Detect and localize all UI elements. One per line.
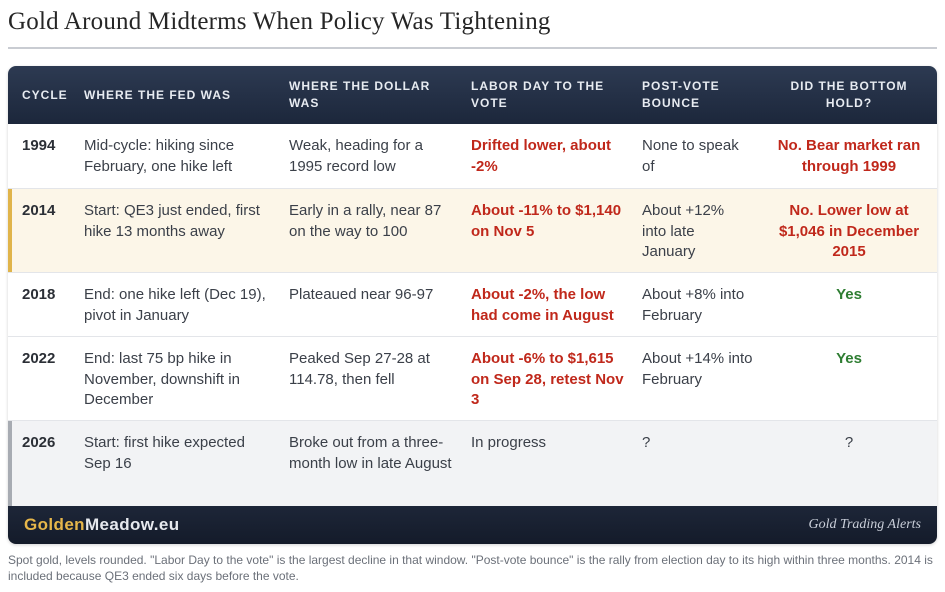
table-row: 2022 End: last 75 bp hike in November, d… xyxy=(8,337,937,421)
title-divider xyxy=(8,47,937,49)
cell-bounce: ? xyxy=(642,434,651,451)
cell-cycle: 1994 xyxy=(22,137,56,154)
table-row: 2018 End: one hike left (Dec 19), pivot … xyxy=(8,273,937,337)
header-bottom-hold: DID THE BOTTOM HOLD? xyxy=(790,79,908,110)
footnote: Spot gold, levels rounded. "Labor Day to… xyxy=(8,553,933,583)
cell-bottom-hold: Yes xyxy=(836,350,862,367)
cell-bottom-hold: ? xyxy=(844,434,854,451)
cell-bounce: About +8% into February xyxy=(642,286,745,324)
cell-dollar: Broke out from a three-month low in late… xyxy=(289,434,452,472)
table-row-highlighted: 2014 Start: QE3 just ended, first hike 1… xyxy=(8,189,937,273)
cell-bottom-hold: No. Lower low at $1,046 in December 2015 xyxy=(778,202,920,260)
cell-cycle: 2022 xyxy=(22,350,56,367)
brand-footer: GoldenMeadow.eu Gold Trading Alerts xyxy=(8,506,937,544)
brand-name-part1: Golden xyxy=(24,515,85,534)
cell-cycle: 2026 xyxy=(22,434,56,451)
header-bounce: POST-VOTE BOUNCE xyxy=(642,79,720,110)
table-row: 1994 Mid-cycle: hiking since February, o… xyxy=(8,124,937,189)
cell-bottom-hold: No. Bear market ran through 1999 xyxy=(777,137,921,175)
cell-dollar: Plateaued near 96-97 xyxy=(289,286,434,303)
cell-dollar: Peaked Sep 27-28 at 114.78, then fell xyxy=(289,350,430,388)
brand-tagline: Gold Trading Alerts xyxy=(808,517,921,532)
cell-dollar: Early in a rally, near 87 on the way to … xyxy=(289,202,442,240)
comparison-table: CYCLE WHERE THE FED WAS WHERE THE DOLLAR… xyxy=(8,66,937,544)
page-title: Gold Around Midterms When Policy Was Tig… xyxy=(8,8,551,35)
cell-bounce: About +12% into late January xyxy=(642,202,725,260)
cell-dollar: Weak, heading for a 1995 record low xyxy=(289,137,423,175)
cell-fed: End: one hike left (Dec 19), pivot in Ja… xyxy=(84,286,266,324)
cell-fed: Start: QE3 just ended, first hike 13 mon… xyxy=(84,202,260,240)
cell-labor-day: About -2%, the low had come in August xyxy=(471,286,614,324)
header-cycle: CYCLE xyxy=(22,87,68,102)
cell-cycle: 2014 xyxy=(22,202,56,219)
cell-bottom-hold: Yes xyxy=(836,286,862,303)
cell-bounce: None to speak of xyxy=(642,137,739,175)
header-labor-day: LABOR DAY TO THE VOTE xyxy=(471,79,605,110)
cell-labor-day: In progress xyxy=(471,434,547,451)
cell-bounce: About +14% into February xyxy=(642,350,753,388)
cell-fed: Start: first hike expected Sep 16 xyxy=(84,434,245,472)
cell-cycle: 2018 xyxy=(22,286,56,303)
cell-labor-day: Drifted lower, about -2% xyxy=(471,137,612,175)
header-dollar: WHERE THE DOLLAR WAS xyxy=(289,79,431,110)
table-header: CYCLE WHERE THE FED WAS WHERE THE DOLLAR… xyxy=(8,66,937,124)
cell-labor-day: About -6% to $1,615 on Sep 28, retest No… xyxy=(471,350,624,408)
cell-fed: Mid-cycle: hiking since February, one hi… xyxy=(84,137,235,175)
brand-name-part2: Meadow.eu xyxy=(84,515,180,534)
cell-labor-day: About -11% to $1,140 on Nov 5 xyxy=(471,202,622,240)
header-fed: WHERE THE FED WAS xyxy=(84,87,232,102)
table-row-current: 2026 Start: first hike expected Sep 16 B… xyxy=(8,421,937,506)
cell-fed: End: last 75 bp hike in November, downsh… xyxy=(84,350,240,408)
brand-logo: GoldenMeadow.eu xyxy=(24,515,180,535)
